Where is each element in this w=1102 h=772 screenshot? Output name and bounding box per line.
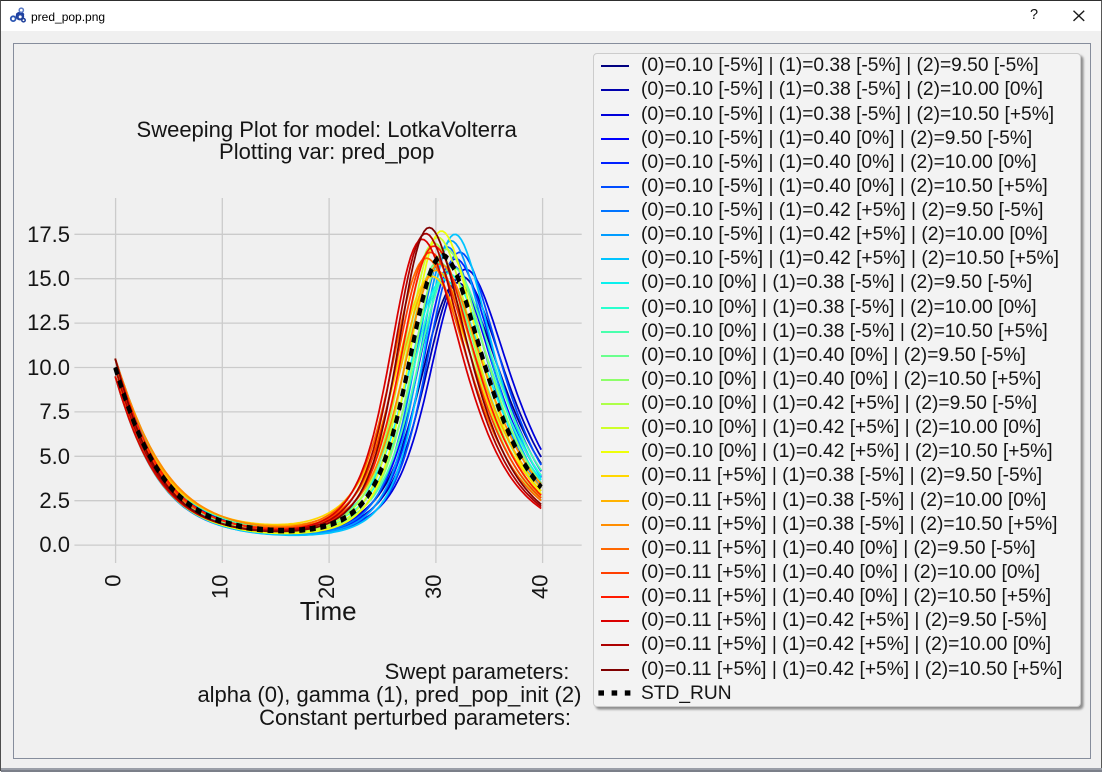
svg-text:30: 30 (421, 575, 446, 599)
svg-text:10: 10 (207, 575, 232, 599)
svg-text:20: 20 (314, 575, 339, 599)
svg-text:40: 40 (528, 575, 553, 599)
svg-text:0: 0 (101, 575, 126, 587)
